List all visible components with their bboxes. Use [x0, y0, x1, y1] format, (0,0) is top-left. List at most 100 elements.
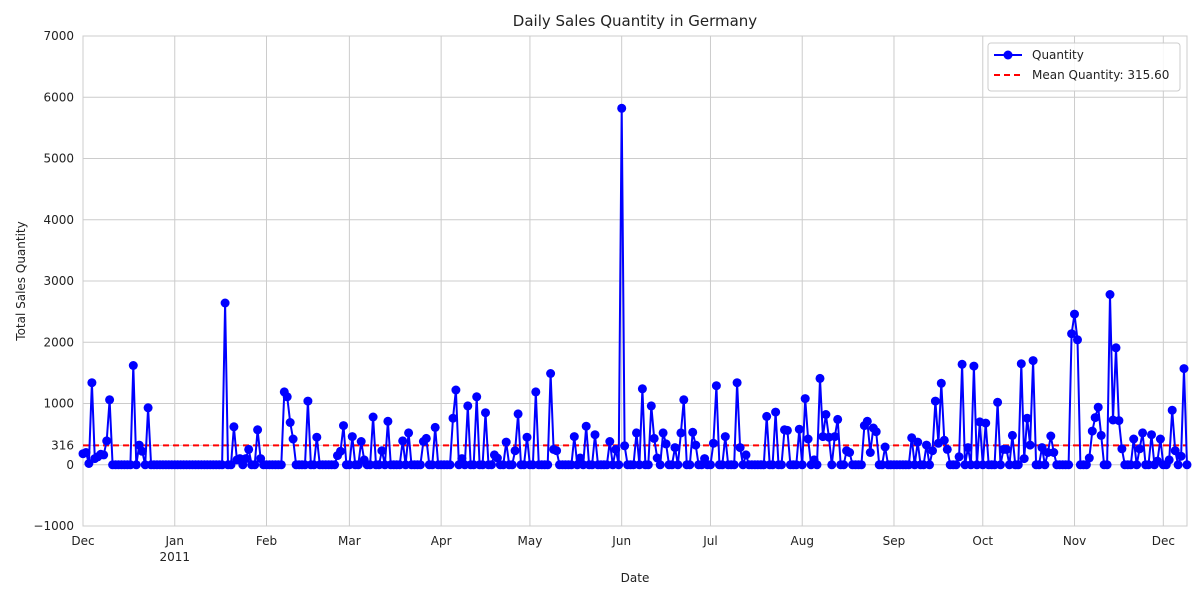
- data-point: [244, 444, 254, 454]
- data-point: [569, 432, 579, 442]
- data-point: [1176, 451, 1186, 461]
- data-point: [463, 401, 473, 411]
- data-point: [762, 411, 772, 421]
- data-point: [815, 373, 825, 383]
- data-point: [839, 460, 849, 470]
- data-point: [1013, 460, 1023, 470]
- data-point: [1096, 430, 1106, 440]
- data-point: [487, 460, 496, 470]
- data-point: [1093, 402, 1103, 412]
- x-tick-label: May: [518, 534, 543, 548]
- data-point: [605, 437, 615, 446]
- x-tick-label: Jul: [702, 534, 717, 548]
- data-point: [777, 460, 786, 470]
- data-point: [1167, 405, 1177, 415]
- chart-title: Daily Sales Quantity in Germany: [513, 12, 758, 30]
- data-point: [102, 436, 112, 446]
- x-tick-sublabel: 2011: [159, 550, 190, 564]
- y-tick-label: 2000: [43, 335, 74, 349]
- data-point: [735, 443, 745, 453]
- y-tick-label: 7000: [43, 29, 74, 43]
- data-point: [620, 441, 630, 451]
- data-point: [250, 460, 260, 470]
- data-point: [957, 359, 967, 369]
- legend-mean-label: Mean Quantity: 315.60: [1032, 68, 1169, 82]
- data-point: [856, 460, 866, 470]
- data-point: [1067, 329, 1077, 339]
- data-point: [1022, 413, 1032, 423]
- data-point: [794, 424, 804, 434]
- data-point: [543, 460, 553, 470]
- data-point: [356, 437, 366, 446]
- y-axis-label: Total Sales Quantity: [14, 221, 28, 341]
- data-point: [1028, 356, 1038, 366]
- legend-quantity-marker: [1003, 50, 1013, 60]
- x-axis-ticks: Dec Jan 2011 Feb Mar Apr May Jun Jul Aug Sep Oct Nov…: [71, 534, 1175, 564]
- data-point: [1016, 359, 1026, 369]
- data-point: [552, 446, 562, 456]
- data-point: [1179, 364, 1189, 374]
- x-tick-label: Dec: [1152, 534, 1175, 548]
- data-point: [679, 395, 689, 405]
- data-point: [981, 418, 991, 428]
- data-point: [913, 437, 923, 447]
- data-point: [481, 408, 490, 418]
- y-tick-label: 316: [51, 438, 74, 452]
- quantity-markers: [78, 103, 1192, 470]
- data-point: [1090, 413, 1100, 423]
- data-point: [241, 454, 251, 464]
- data-point: [871, 427, 881, 437]
- y-tick-label: 6000: [43, 90, 74, 104]
- data-point: [522, 432, 532, 442]
- data-point: [655, 460, 665, 470]
- data-point: [1129, 434, 1139, 444]
- data-point: [1049, 448, 1059, 457]
- data-point: [546, 369, 556, 378]
- data-point: [643, 460, 653, 470]
- data-point: [720, 432, 730, 442]
- data-point: [81, 448, 91, 457]
- data-point: [617, 103, 627, 113]
- y-tick-label: −1000: [33, 519, 74, 533]
- data-point: [282, 392, 292, 402]
- data-point: [673, 460, 683, 470]
- data-point: [706, 460, 715, 470]
- data-point: [729, 460, 739, 470]
- data-point: [377, 446, 387, 456]
- y-tick-label: 1000: [43, 397, 74, 411]
- data-point: [1132, 460, 1142, 470]
- data-point: [131, 460, 141, 470]
- data-point: [827, 460, 837, 470]
- legend-box: [987, 42, 1181, 92]
- data-point: [1084, 453, 1094, 463]
- data-point: [1025, 440, 1035, 450]
- x-tick-label: Sep: [883, 534, 906, 548]
- data-point: [670, 443, 680, 453]
- data-point: [1114, 416, 1124, 426]
- data-point: [336, 446, 345, 456]
- data-point: [590, 430, 600, 440]
- data-point: [676, 428, 686, 438]
- data-point: [951, 460, 961, 470]
- data-point: [928, 446, 937, 456]
- data-point: [472, 392, 482, 402]
- data-point: [936, 378, 946, 388]
- data-point: [1164, 455, 1174, 465]
- data-point: [652, 453, 662, 463]
- data-point: [339, 421, 348, 431]
- data-point: [1081, 460, 1091, 470]
- data-point: [993, 397, 1003, 407]
- data-point: [614, 460, 624, 470]
- x-axis-label: Date: [621, 571, 650, 585]
- x-tick-label: Aug: [791, 534, 814, 548]
- data-point: [1173, 460, 1183, 470]
- data-point: [285, 418, 295, 427]
- data-point: [691, 440, 701, 450]
- data-point: [229, 422, 239, 432]
- data-point: [942, 444, 952, 454]
- data-point: [507, 460, 517, 470]
- data-point: [649, 433, 659, 443]
- data-point: [128, 361, 138, 370]
- data-point: [143, 403, 153, 413]
